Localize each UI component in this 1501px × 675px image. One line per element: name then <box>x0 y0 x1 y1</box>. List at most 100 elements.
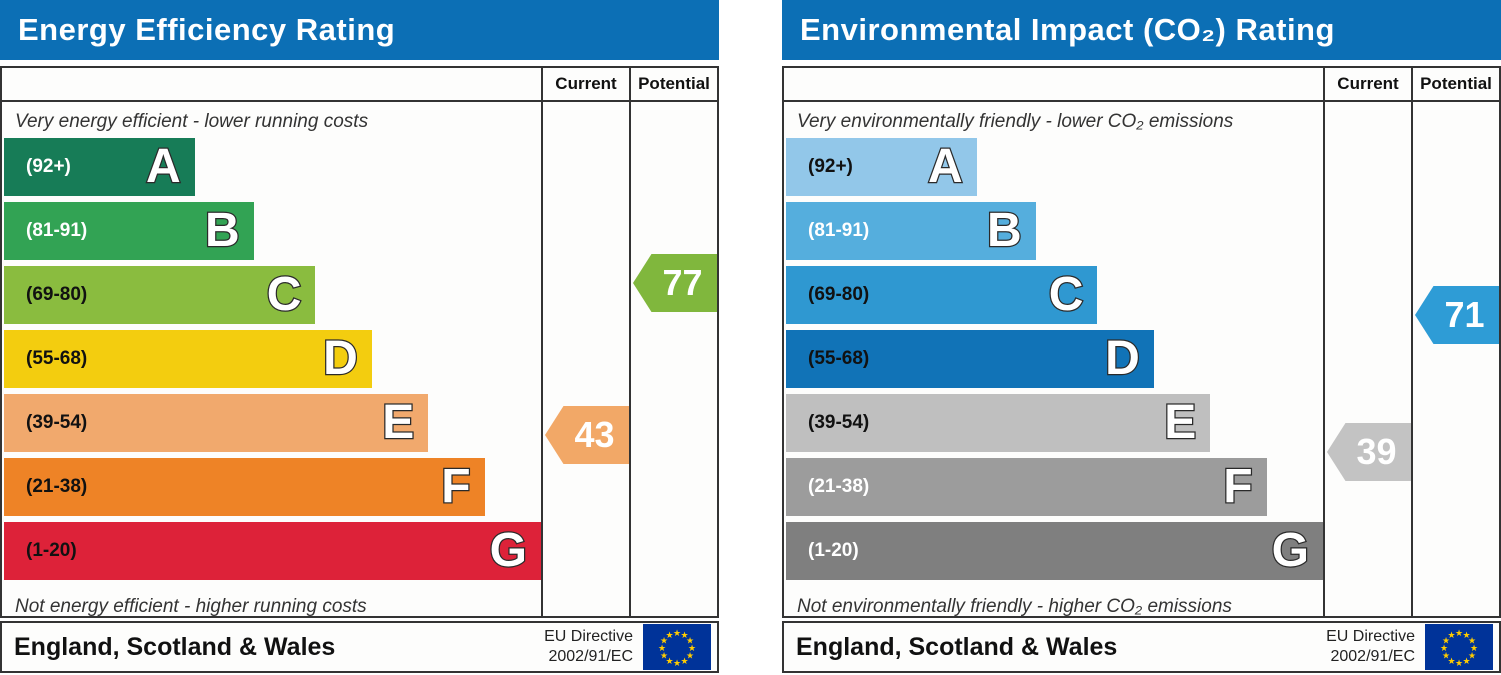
band-row-d: (55-68) D <box>4 330 541 388</box>
band-range-label: (1-20) <box>808 540 859 561</box>
svg-text:★: ★ <box>1470 644 1478 654</box>
svg-text:★: ★ <box>686 652 694 662</box>
environmental-current-column-header: Current <box>1323 68 1411 100</box>
energy-current-marker: 43 <box>545 406 629 464</box>
energy-rating-chart: Current Potential Very energy efficient … <box>0 66 719 618</box>
band-range-label: (81-91) <box>808 220 870 241</box>
band-row-f: (21-38) F <box>786 458 1323 516</box>
band-row-g: (1-20) G <box>4 522 541 580</box>
svg-text:★: ★ <box>1440 644 1448 654</box>
environmental-chart-header-row: Current Potential <box>784 68 1499 102</box>
environmental-impact-panel: Environmental Impact (CO₂) Rating Curren… <box>782 0 1501 673</box>
band-letter: C <box>266 268 303 321</box>
svg-text:★: ★ <box>665 631 673 641</box>
band-letter: C <box>1048 268 1085 321</box>
band-range-label: (81-91) <box>26 220 88 241</box>
energy-top-note: Very energy efficient - lower running co… <box>15 111 369 132</box>
band-range-label: (92+) <box>808 156 853 177</box>
svg-text:★: ★ <box>686 637 694 647</box>
environmental-panel-title: Environmental Impact (CO₂) Rating <box>800 12 1335 47</box>
band-row-c: (69-80) C <box>4 266 541 324</box>
svg-text:★: ★ <box>660 652 668 662</box>
environmental-current-column: 39 <box>1323 102 1411 616</box>
band-range-label: (69-80) <box>808 284 870 305</box>
energy-band-b: (81-91) B <box>4 202 254 260</box>
band-row-b: (81-91) B <box>4 202 541 260</box>
environmental-band-f: (21-38) F <box>786 458 1267 516</box>
svg-text:★: ★ <box>1455 629 1463 639</box>
band-letter: A <box>927 140 964 193</box>
band-range-label: (92+) <box>26 156 71 177</box>
header-spacer <box>784 68 1323 100</box>
environmental-bottom-note: Not environmentally friendly - higher CO… <box>797 596 1232 617</box>
region-label: England, Scotland & Wales <box>796 632 1118 661</box>
band-row-e: (39-54) E <box>786 394 1323 452</box>
band-letter: G <box>488 524 528 577</box>
svg-text:★: ★ <box>1455 659 1463 669</box>
svg-text:★: ★ <box>665 657 673 667</box>
environmental-potential-column-header: Potential <box>1411 68 1499 100</box>
svg-text:★: ★ <box>1468 652 1476 662</box>
environmental-band-d: (55-68) D <box>786 330 1154 388</box>
band-row-a: (92+) A <box>786 138 1323 196</box>
environmental-band-g: (1-20) G <box>786 522 1323 580</box>
environmental-bands-area: Very environmentally friendly - lower CO… <box>784 102 1323 617</box>
band-range-label: (55-68) <box>808 348 870 369</box>
eu-directive-line2: 2002/91/EC <box>548 648 633 665</box>
svg-text:★: ★ <box>1462 657 1470 667</box>
svg-text:★: ★ <box>1442 637 1450 647</box>
band-row-e: (39-54) E <box>4 394 541 452</box>
svg-text:★: ★ <box>1447 631 1455 641</box>
environmental-footer: England, Scotland & Wales EU Directive 2… <box>782 621 1501 673</box>
energy-potential-value: 77 <box>662 262 703 303</box>
band-range-label: (39-54) <box>808 412 870 433</box>
svg-text:★: ★ <box>1468 637 1476 647</box>
band-letter: F <box>440 460 472 513</box>
environmental-potential-column: 71 <box>1411 102 1499 616</box>
band-letter: A <box>145 140 182 193</box>
energy-bands-area: Very energy efficient - lower running co… <box>2 102 541 617</box>
energy-footer: England, Scotland & Wales EU Directive 2… <box>0 621 719 673</box>
band-row-g: (1-20) G <box>786 522 1323 580</box>
band-letter: B <box>986 204 1023 257</box>
environmental-band-a: (92+) A <box>786 138 977 196</box>
svg-text:★: ★ <box>1442 652 1450 662</box>
energy-potential-column-header: Potential <box>629 68 717 100</box>
environmental-chart-body: Very environmentally friendly - lower CO… <box>784 102 1499 617</box>
eu-directive-line1: EU Directive <box>544 628 633 645</box>
svg-text:★: ★ <box>673 629 681 639</box>
environmental-potential-marker: 71 <box>1415 286 1499 344</box>
band-letter: D <box>322 332 359 385</box>
band-row-a: (92+) A <box>4 138 541 196</box>
svg-text:★: ★ <box>1462 631 1470 641</box>
energy-band-f: (21-38) F <box>4 458 485 516</box>
energy-bottom-note: Not energy efficient - higher running co… <box>15 596 367 617</box>
svg-text:★: ★ <box>680 657 688 667</box>
eu-directive-label: EU Directive 2002/91/EC <box>1326 627 1415 667</box>
band-letter: F <box>1222 460 1254 513</box>
environmental-title-bar: Environmental Impact (CO₂) Rating <box>782 0 1501 60</box>
energy-band-e: (39-54) E <box>4 394 429 452</box>
energy-current-column: 43 <box>541 102 629 616</box>
eu-directive-line1: EU Directive <box>1326 628 1415 645</box>
environmental-potential-value: 71 <box>1444 294 1485 335</box>
band-letter: G <box>1270 524 1310 577</box>
band-letter: E <box>1163 396 1198 449</box>
energy-title-bar: Energy Efficiency Rating <box>0 0 719 60</box>
svg-text:★: ★ <box>673 659 681 669</box>
band-range-label: (21-38) <box>808 476 870 497</box>
band-range-label: (21-38) <box>26 476 88 497</box>
band-range-label: (69-80) <box>26 284 88 305</box>
environmental-top-note: Very environmentally friendly - lower CO… <box>797 111 1234 132</box>
band-range-label: (39-54) <box>26 412 88 433</box>
svg-text:★: ★ <box>688 644 696 654</box>
svg-text:★: ★ <box>1447 657 1455 667</box>
region-label: England, Scotland & Wales <box>14 632 336 661</box>
environmental-current-marker: 39 <box>1327 423 1411 481</box>
eu-flag-icon: ★ ★★ ★★★ ★★★ ★★★ <box>643 624 711 670</box>
band-range-label: (1-20) <box>26 540 77 561</box>
environmental-band-b: (81-91) B <box>786 202 1036 260</box>
energy-current-value: 43 <box>574 414 615 455</box>
svg-text:★: ★ <box>680 631 688 641</box>
eu-directive-label: EU Directive 2002/91/EC <box>544 627 633 667</box>
